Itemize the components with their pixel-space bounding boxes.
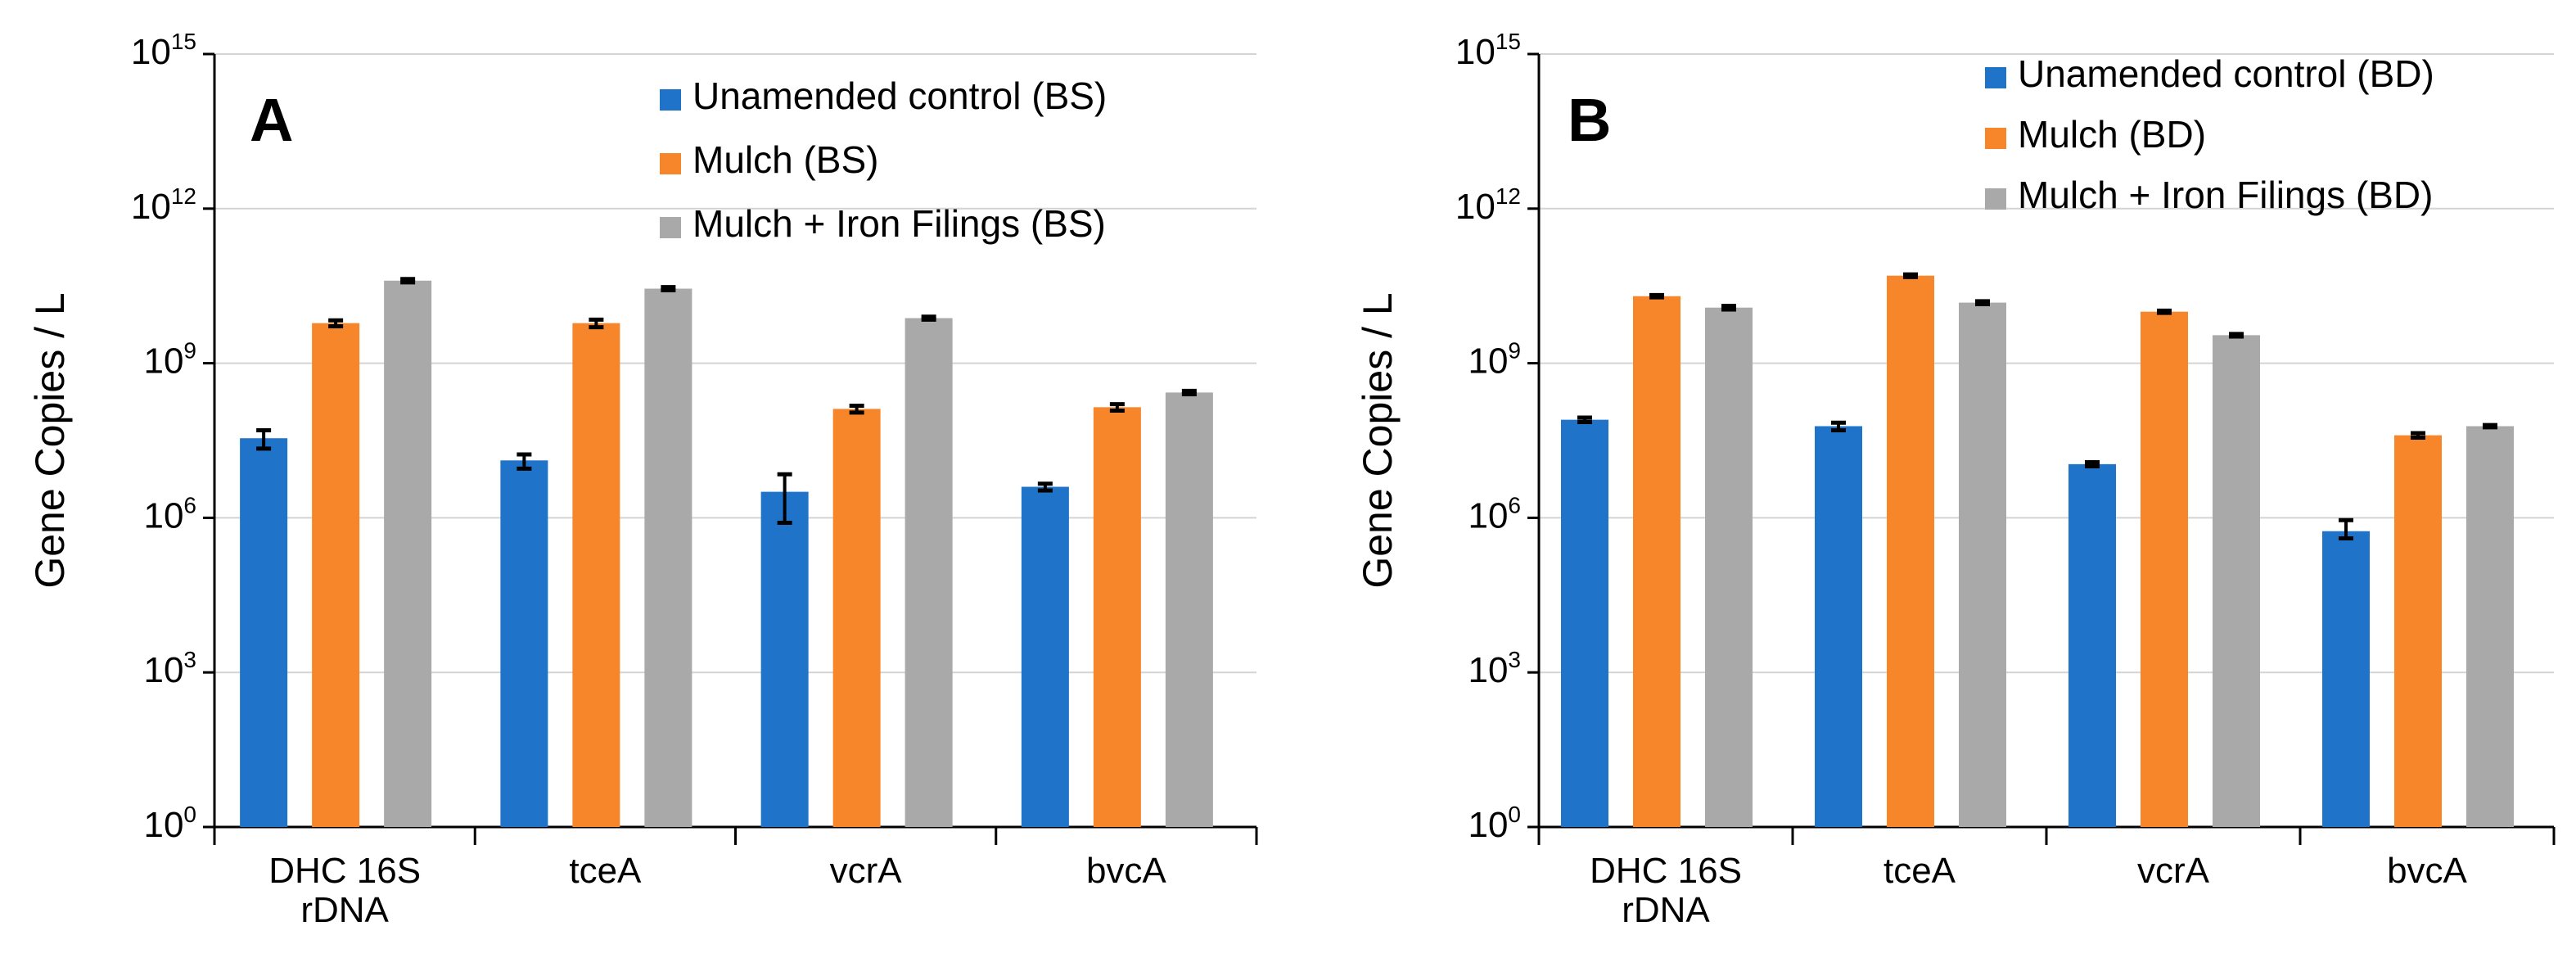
bar	[905, 318, 953, 827]
legend-entry: Unamended control (BS)	[692, 75, 1107, 117]
x-tick-label: rDNA	[300, 890, 389, 930]
bar	[1815, 426, 1862, 827]
y-tick-label: 100	[143, 802, 196, 845]
bar	[1633, 296, 1680, 828]
bar	[2068, 463, 2116, 827]
panel-label: B	[1568, 86, 1611, 154]
bar	[2322, 531, 2370, 827]
x-tick-label: vcrA	[2137, 851, 2210, 891]
panel-label: A	[250, 86, 293, 154]
y-tick-label: 1015	[1455, 29, 1521, 72]
legend-swatch	[1985, 128, 2006, 149]
legend-entry: Mulch (BD)	[2018, 113, 2206, 156]
bar	[760, 491, 809, 827]
legend-swatch	[660, 153, 681, 174]
y-tick-label: 1012	[131, 183, 196, 227]
bar	[1705, 307, 1753, 827]
legend-entry: Mulch + Iron Filings (BD)	[2018, 174, 2433, 216]
y-tick-label: 103	[1468, 647, 1521, 690]
legend-entry: Mulch (BS)	[692, 138, 878, 181]
y-tick-label: 100	[1468, 802, 1521, 845]
bar	[1021, 486, 1069, 827]
x-tick-label: tceA	[569, 851, 642, 891]
y-tick-label: 1012	[1455, 183, 1521, 227]
bar	[2141, 311, 2188, 828]
bar	[2466, 426, 2514, 827]
bar	[384, 280, 432, 827]
legend: Unamended control (BS) Mulch (BS) Mulch + …	[660, 75, 1107, 245]
x-tick-label: vcrA	[830, 851, 903, 891]
bar	[2213, 335, 2260, 827]
bar	[500, 460, 548, 827]
bar	[1561, 419, 1608, 827]
y-tick-label: 106	[143, 492, 196, 535]
x-tick-label: bvcA	[1086, 851, 1166, 891]
x-tick-label: bvcA	[2387, 851, 2467, 891]
bar	[644, 288, 692, 827]
bar	[240, 438, 288, 827]
x-tick-label: tceA	[1884, 851, 1956, 891]
bar	[572, 323, 620, 827]
legend-entry: Mulch + Iron Filings (BS)	[692, 202, 1106, 245]
bar	[1093, 407, 1141, 827]
legend: Unamended control (BD) Mulch (BD) Mulch + …	[1985, 52, 2434, 216]
bar	[832, 409, 881, 827]
x-tick-label: DHC 16S	[268, 851, 421, 891]
bar	[1165, 392, 1213, 827]
bar	[1959, 302, 2006, 827]
y-tick-label: 1015	[131, 29, 196, 72]
legend-swatch	[1985, 188, 2006, 210]
y-tick-label: 109	[143, 338, 196, 382]
y-tick-label: 109	[1468, 338, 1521, 382]
legend-swatch	[660, 217, 681, 238]
y-axis-title: Gene Copies / L	[1355, 292, 1401, 588]
y-axis-title: Gene Copies / L	[27, 292, 73, 588]
legend-swatch	[660, 89, 681, 111]
x-tick-label: DHC 16S	[1590, 851, 1742, 891]
bar	[312, 323, 360, 827]
bar	[1887, 275, 1934, 827]
legend-entry: Unamended control (BD)	[2018, 52, 2434, 95]
y-tick-label: 106	[1468, 492, 1521, 535]
x-tick-label: rDNA	[1622, 890, 1710, 930]
legend-swatch	[1985, 67, 2006, 88]
y-tick-label: 103	[143, 647, 196, 690]
bar	[2394, 435, 2442, 827]
